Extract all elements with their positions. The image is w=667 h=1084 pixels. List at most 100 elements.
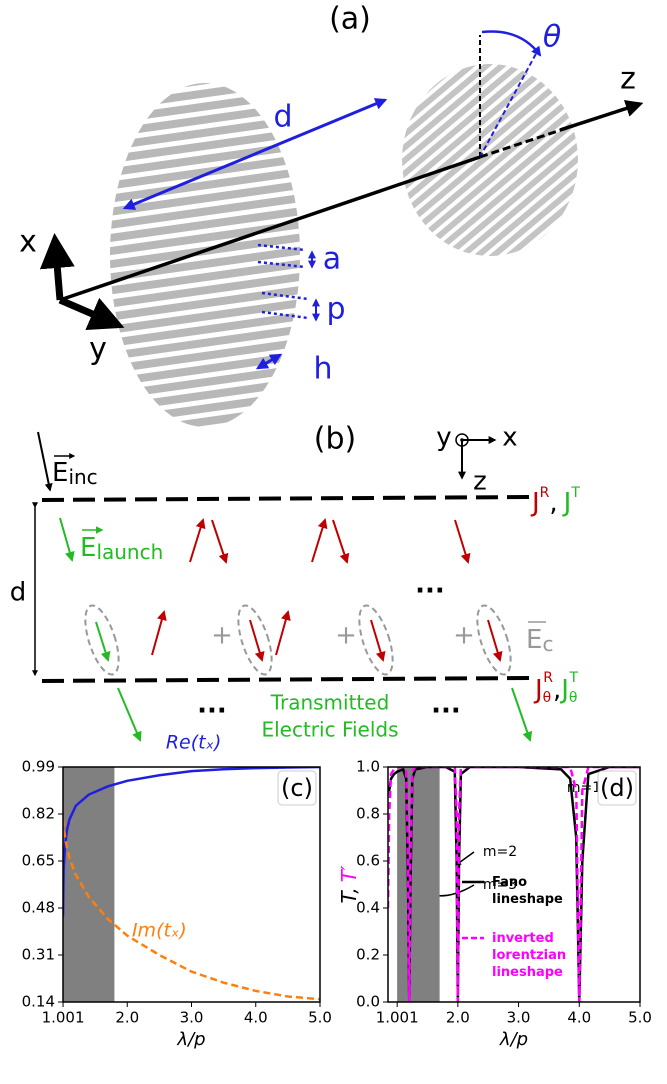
- field-arrow: [190, 520, 203, 562]
- e-launch: Elaunch: [80, 533, 163, 564]
- y-tick-label: 0.48: [22, 899, 55, 917]
- field-arrow: [96, 622, 108, 660]
- panel-a: (a) θ z d x y a p h: [19, 2, 640, 428]
- x-tick-label: 1.001: [42, 1009, 85, 1027]
- y-axis-label: T, T′: [337, 865, 361, 903]
- x-tick-label: 5.0: [308, 1009, 332, 1027]
- symbol: E: [80, 533, 96, 563]
- coupled-modes: [79, 602, 518, 679]
- sup: R: [543, 670, 553, 686]
- field-arrow: [333, 520, 347, 562]
- bottom-currents: JθR,JθT: [533, 670, 579, 706]
- h-label: h: [313, 352, 332, 387]
- x-axis-label: x: [502, 423, 517, 453]
- figure: (a) θ z d x y a p h (b) Einc y x z JR,JT…: [0, 0, 667, 1084]
- transmitted-arrow: [512, 688, 530, 740]
- legend-line: lineshape: [492, 965, 563, 980]
- j: J: [533, 675, 543, 705]
- field-arrow: [312, 520, 325, 562]
- grating-back: [402, 64, 578, 256]
- e-c: Ec: [526, 625, 553, 656]
- z-label: z: [620, 62, 636, 97]
- x-axis-arrow: [55, 240, 60, 300]
- top-grating: [42, 497, 530, 500]
- j: J: [530, 488, 540, 518]
- x-tick-label: 3.0: [180, 1009, 204, 1027]
- theta-label: θ: [543, 20, 561, 55]
- legend-label: inverted lorentzian lineshape: [492, 931, 566, 980]
- legend-line: lineshape: [492, 892, 563, 907]
- plus: +: [453, 621, 475, 651]
- sub: θ: [543, 690, 552, 706]
- grating-front: [110, 83, 300, 427]
- panel-label: (d): [600, 774, 634, 802]
- plus: +: [335, 621, 357, 651]
- x-tick-label: 5.0: [628, 1009, 652, 1027]
- incident-arrow: [38, 432, 50, 490]
- separator: ,: [549, 488, 557, 518]
- field-arrow: [212, 520, 226, 562]
- a-label: a: [323, 242, 341, 277]
- legend-line: Fano: [492, 875, 527, 890]
- z-axis-label: z: [473, 467, 487, 497]
- symbol: E: [526, 625, 542, 655]
- series-label: Re(tₓ): [166, 732, 222, 754]
- d-label: d: [273, 100, 292, 135]
- field-arrow: [152, 612, 164, 655]
- x-tick-label: 4.0: [244, 1009, 268, 1027]
- x-tick-label: 1.001: [376, 1009, 419, 1027]
- x-axis-label: λ/p: [176, 1029, 205, 1050]
- x-tick-label: 4.0: [567, 1009, 591, 1027]
- p-label: p: [326, 292, 345, 327]
- reflected-fields: [152, 520, 500, 660]
- field-arrow: [250, 620, 262, 660]
- j: J: [562, 488, 572, 518]
- launch-arrow: [60, 518, 72, 560]
- bottom-grating: [42, 678, 530, 681]
- plus: +: [211, 621, 233, 651]
- field-arrow: [488, 620, 500, 660]
- separator: ,: [553, 675, 561, 705]
- y-label-part: T,: [337, 887, 361, 903]
- y-tick-label: 0.14: [22, 993, 55, 1011]
- ellipsis: ...: [431, 690, 461, 720]
- panel-label: (b): [314, 422, 356, 457]
- transmitted-label: Transmitted: [270, 691, 390, 715]
- y-tick-label: 1.0: [356, 758, 380, 776]
- sup: R: [540, 485, 550, 501]
- theta-arc: [482, 31, 540, 55]
- z-axis-arrow: [560, 104, 640, 130]
- panel-label: (a): [329, 2, 371, 37]
- ellipsis: ...: [415, 570, 445, 600]
- sup: T: [569, 670, 579, 686]
- y-label-part: T′: [337, 865, 361, 882]
- panel-b: (b) Einc y x z JR,JT d Elaunch + + + ...…: [10, 422, 581, 742]
- d-label: d: [10, 578, 27, 608]
- legend-line: lorentzian: [492, 948, 566, 963]
- legend-line: inverted: [492, 931, 554, 946]
- symbol: E: [52, 458, 68, 488]
- y-tick-label: 0.2: [356, 946, 380, 964]
- panel-label: (c): [281, 774, 313, 802]
- series-label: Im(tₓ): [132, 920, 187, 942]
- field-arrow: [276, 612, 288, 655]
- y-axis-arrow: [60, 300, 118, 325]
- chart: 1.0012.03.04.05.00.00.20.40.60.81.0λ/pT,…: [337, 758, 652, 1051]
- top-currents: JR,JT: [530, 485, 580, 518]
- subscript: launch: [96, 540, 163, 564]
- field-arrow: [371, 620, 383, 660]
- x-axis-label: λ/p: [499, 1029, 528, 1050]
- y-tick-label: 0.0: [356, 993, 380, 1011]
- y-tick-label: 0.8: [356, 805, 380, 823]
- x-tick-label: 2.0: [446, 1009, 470, 1027]
- annotation: m=2: [483, 844, 517, 860]
- subscript: c: [542, 632, 553, 656]
- y-label: y: [89, 332, 107, 367]
- y-tick-label: 0.65: [22, 852, 55, 870]
- sup: T: [570, 485, 580, 501]
- shaded-band: [397, 767, 440, 1002]
- transmitted-arrow: [118, 688, 140, 740]
- y-tick-label: 0.31: [22, 946, 55, 964]
- x-tick-label: 2.0: [115, 1009, 139, 1027]
